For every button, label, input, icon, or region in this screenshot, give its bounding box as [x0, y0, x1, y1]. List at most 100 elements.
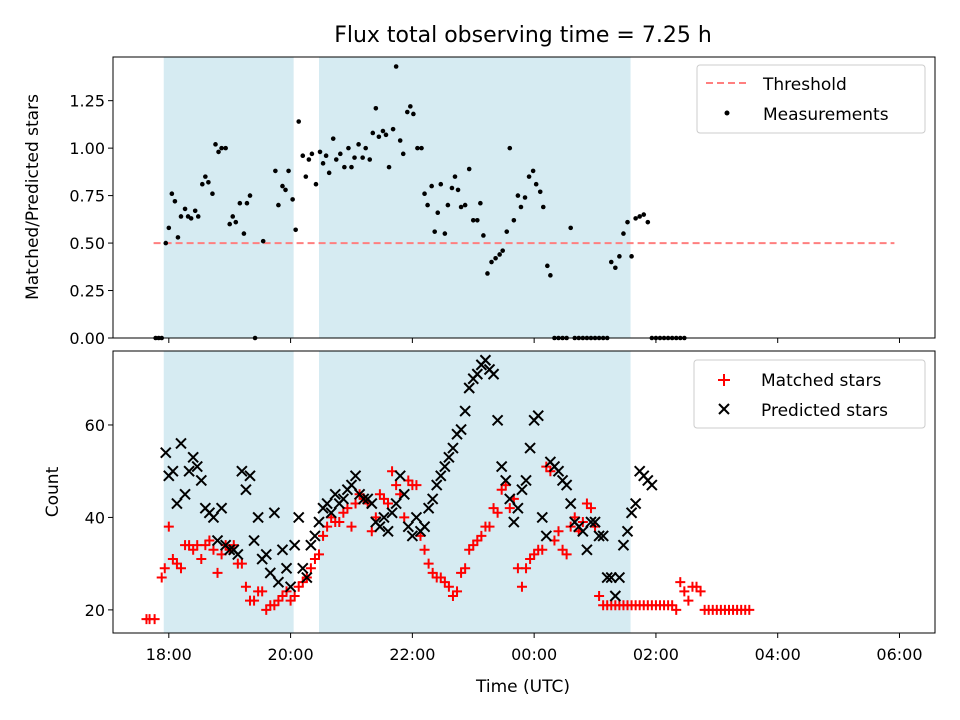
measurement-point: [216, 149, 221, 155]
predicted-star-marker: [431, 479, 443, 491]
matched-star-marker: [249, 595, 260, 606]
predicted-star-marker: [301, 571, 313, 584]
measurement-point: [195, 214, 201, 219]
matched-star-marker: [683, 595, 694, 606]
predicted-star-marker: [171, 497, 183, 510]
legend-threshold-label: Threshold: [762, 75, 847, 95]
matched-star-marker: [159, 563, 170, 574]
measurement-point: [493, 255, 498, 261]
predicted-star-marker: [439, 460, 451, 473]
predicted-star-marker: [443, 451, 455, 464]
x-tick-label: 00:00: [511, 645, 557, 664]
predicted-star-marker: [581, 544, 593, 556]
measurement-point: [309, 151, 315, 157]
measurement-point: [210, 191, 215, 197]
matched-star-marker: [492, 507, 503, 518]
predicted-star-marker: [532, 410, 544, 422]
measurement-point: [313, 181, 319, 187]
predicted-star-marker: [605, 571, 617, 584]
predicted-star-marker: [276, 544, 289, 556]
measurement-point: [497, 252, 502, 257]
measurement-point: [383, 132, 389, 138]
predicted-star-marker: [183, 465, 195, 477]
observing-windows-bottom: [163, 351, 631, 633]
bottom-y-axis-label: Count: [43, 466, 63, 517]
measurement-point: [419, 145, 424, 151]
measurement-point: [455, 187, 461, 193]
matched-star-marker: [399, 512, 410, 523]
matched-star-marker: [443, 581, 454, 592]
predicted-star-marker: [491, 414, 504, 427]
y-tick-label: 1.25: [69, 92, 105, 111]
measurement-point: [213, 142, 218, 147]
measurement-point: [356, 142, 361, 147]
matched-star-marker: [212, 567, 223, 578]
chart-title: Flux total observing time = 7.25 h: [334, 23, 712, 48]
legend-matched-swatch: [718, 374, 730, 386]
measurement-point: [390, 126, 396, 132]
predicted-star-marker: [617, 539, 630, 551]
y-tick-label: 60: [85, 416, 105, 435]
matched-star-marker: [334, 517, 345, 528]
measurement-point: [349, 164, 354, 170]
predicted-star-marker: [240, 483, 252, 496]
predicted-star-marker: [167, 465, 179, 477]
predicted-star-marker: [223, 544, 236, 556]
predicted-star-marker: [284, 581, 297, 593]
predicted-star-marker: [447, 442, 459, 454]
legend-measurements-swatch: [724, 110, 730, 116]
predicted-star-marker: [601, 571, 613, 584]
measurement-point: [518, 204, 524, 210]
measurement-point: [280, 183, 285, 189]
predicted-star-marker: [459, 405, 471, 417]
measurement-point: [515, 193, 521, 198]
measurement-point: [537, 189, 543, 195]
predicted-star-marker: [215, 502, 228, 514]
y-tick-label: 0.00: [69, 329, 105, 348]
measurement-point: [526, 174, 532, 179]
predicted-star-marker: [406, 530, 419, 542]
predicted-star-marker: [264, 567, 277, 579]
predicted-star-marker: [500, 474, 512, 487]
measurement-point: [511, 217, 517, 223]
measurement-point: [504, 229, 510, 234]
measurement-point: [367, 157, 373, 162]
measurement-point: [500, 248, 505, 253]
x-tick-label: 02:00: [633, 645, 679, 664]
predicted-star-marker: [175, 437, 187, 450]
measurement-point: [283, 187, 288, 193]
measurement-point: [507, 145, 513, 151]
predicted-star-marker: [520, 474, 532, 487]
measurement-point: [306, 157, 312, 162]
matched-star-marker: [318, 530, 329, 541]
matched-star-marker: [419, 544, 430, 555]
measurement-point: [166, 225, 172, 231]
measurement-point: [260, 238, 266, 244]
y-tick-label: 20: [85, 601, 105, 620]
measurement-point: [432, 229, 437, 234]
measurement-point: [533, 181, 539, 187]
predicted-star-marker: [191, 460, 203, 473]
predicted-star-marker: [589, 516, 601, 528]
matched-star-marker: [671, 604, 682, 615]
matched-star-marker: [175, 563, 186, 574]
predicted-star-marker: [504, 493, 516, 505]
measurement-point: [641, 212, 647, 217]
matched-star-marker: [679, 586, 690, 597]
y-axis-bottom: 20 40 60: [85, 416, 113, 620]
predicted-star-marker: [187, 451, 199, 464]
measurement-point: [293, 227, 298, 233]
predicted-star-marker: [366, 497, 378, 510]
predicted-star-marker: [471, 368, 484, 380]
matched-star-marker: [391, 480, 402, 491]
matched-star-marker: [411, 480, 422, 491]
predicted-star-marker: [512, 502, 524, 514]
measurement-point: [629, 254, 634, 259]
predicted-star-marker: [252, 511, 264, 524]
measurement-point: [470, 217, 476, 223]
measurement-point: [247, 193, 253, 198]
predicted-star-marker: [422, 502, 435, 514]
measurement-point: [393, 64, 399, 69]
predicted-star-marker: [280, 562, 293, 574]
